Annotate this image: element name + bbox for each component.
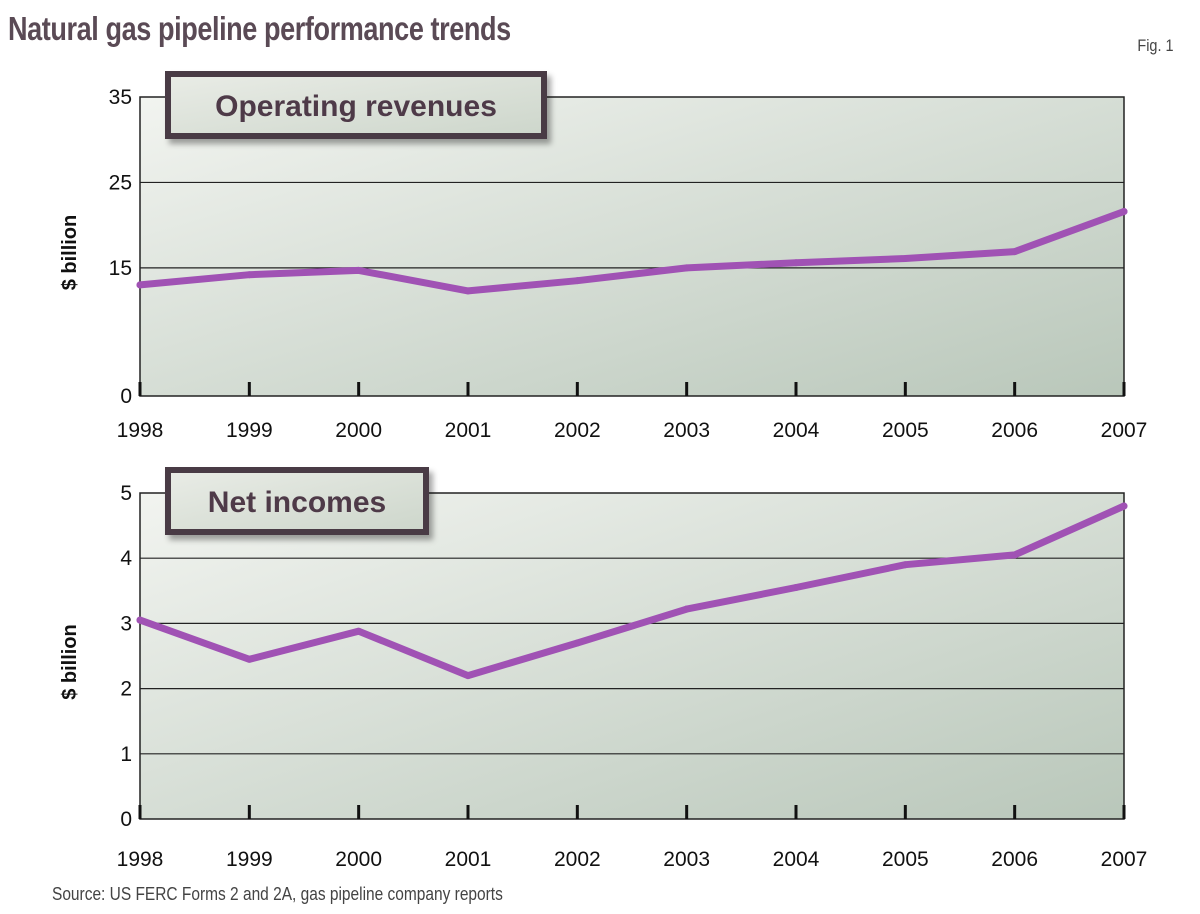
data-point — [245, 655, 253, 663]
data-point — [573, 277, 581, 285]
data-point — [1120, 207, 1128, 215]
y-tick-label: 25 — [109, 171, 132, 194]
data-point — [355, 266, 363, 274]
chart-title: Operating revenues — [215, 90, 497, 123]
chart-panel-1: 0 15 25 35 1998 1999 2000 2001 2002 2003 2004 2005 2… — [59, 71, 1148, 442]
data-point — [136, 281, 144, 289]
x-tick-label: 2000 — [335, 848, 382, 871]
y-tick-label: 4 — [120, 547, 132, 570]
y-tick-label: 35 — [109, 86, 132, 109]
data-point — [1120, 502, 1128, 510]
chart-title-badge: Net incomes — [165, 467, 429, 535]
chart-title-badge: Operating revenues — [165, 71, 547, 139]
y-tick-label: 3 — [120, 612, 132, 635]
y-tick-label: 0 — [120, 385, 132, 408]
data-point — [136, 616, 144, 624]
data-point — [464, 672, 472, 680]
x-tick-label: 2004 — [773, 848, 820, 871]
y-tick-label: 15 — [109, 257, 132, 280]
y-tick-label: 5 — [120, 482, 132, 505]
x-tick-label: 2002 — [554, 419, 601, 442]
x-tick-label: 2006 — [991, 848, 1038, 871]
x-tick-label: 2005 — [882, 848, 929, 871]
y-tick-label: 1 — [120, 743, 132, 766]
badge-box — [165, 467, 429, 535]
data-point — [792, 259, 800, 267]
x-tick-label: 1998 — [117, 419, 164, 442]
series-line — [136, 208, 1128, 295]
figure-label: Fig. 1 — [1137, 36, 1174, 55]
x-tick-label: 2003 — [663, 419, 710, 442]
x-tick-label: 2007 — [1101, 848, 1148, 871]
x-tick-label: 1999 — [226, 419, 273, 442]
x-tick-label: 1998 — [117, 848, 164, 871]
plot-area — [139, 96, 1125, 397]
x-tick-label: 1999 — [226, 848, 273, 871]
data-point — [901, 561, 909, 569]
data-point — [901, 254, 909, 262]
page-title: Natural gas pipeline performance trends — [8, 10, 511, 47]
x-tick-label: 2004 — [773, 419, 820, 442]
x-tick-label: 2003 — [663, 848, 710, 871]
data-point — [683, 605, 691, 613]
x-tick-label: 2005 — [882, 419, 929, 442]
chart-panel-2: 0 1 2 3 4 5 1998 1999 2000 2001 2002 2003 2004 2005 20… — [59, 467, 1148, 871]
data-point — [464, 287, 472, 295]
x-tick-label: 2000 — [335, 419, 382, 442]
series-line — [136, 502, 1128, 680]
x-tick-label: 2006 — [991, 419, 1038, 442]
chart-title: Net incomes — [208, 486, 386, 519]
x-tick-label: 2007 — [1101, 419, 1148, 442]
y-tick-label: 2 — [120, 678, 132, 701]
source-note: Source: US FERC Forms 2 and 2A, gas pipe… — [52, 884, 503, 904]
y-tick-label: 0 — [120, 808, 132, 831]
x-tick-label: 2002 — [554, 848, 601, 871]
y-axis-label: $ billion — [59, 624, 81, 700]
badge-box — [165, 71, 547, 139]
data-point — [792, 584, 800, 592]
y-axis-label: $ billion — [59, 215, 81, 291]
data-point — [245, 271, 253, 279]
plot-area — [139, 492, 1125, 820]
data-point — [573, 639, 581, 647]
data-point — [355, 627, 363, 635]
x-tick-label: 2001 — [445, 419, 492, 442]
data-point — [1011, 248, 1019, 256]
data-point — [683, 264, 691, 272]
data-point — [1011, 551, 1019, 559]
x-tick-label: 2001 — [445, 848, 492, 871]
